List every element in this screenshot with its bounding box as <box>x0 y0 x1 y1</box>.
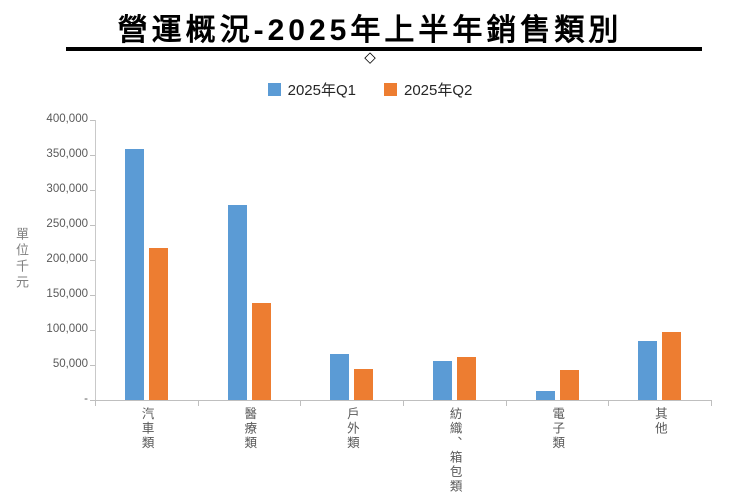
y-tick-label: 300,000 <box>46 183 88 195</box>
y-tick-label: 400,000 <box>46 113 88 125</box>
x-tick-mark <box>608 401 610 406</box>
category-label-text: 醫療類 <box>242 407 257 451</box>
legend-label: 2025年Q2 <box>404 82 473 99</box>
diamond-icon: ◇ <box>364 49 376 66</box>
chart-legend: 2025年Q1 2025年Q2 <box>0 79 740 100</box>
legend-item: 2025年Q2 <box>384 79 472 100</box>
bar-2025年Q2 <box>662 332 682 400</box>
x-tick-mark <box>300 401 302 406</box>
category-label: 醫療類 <box>198 407 301 499</box>
bar-2025年Q2 <box>148 248 168 400</box>
legend-item: 2025年Q1 <box>267 79 356 100</box>
bar-2025年Q1 <box>535 390 555 400</box>
category-label-text: 紡織、箱包類 <box>447 407 462 494</box>
category-label-text: 電子類 <box>550 407 565 451</box>
y-tick-label: 100,000 <box>46 323 88 335</box>
bar-2025年Q1 <box>330 353 350 400</box>
bar-2025年Q2 <box>251 302 271 400</box>
category-label-text: 汽車類 <box>139 407 154 451</box>
y-tick-mark <box>90 225 95 226</box>
y-tick-label: 150,000 <box>46 288 88 300</box>
y-tick-label: 250,000 <box>46 218 88 230</box>
y-tick-mark <box>90 190 95 191</box>
x-tick-mark <box>711 401 712 406</box>
y-tick-mark <box>90 120 95 121</box>
x-tick-mark <box>403 401 404 406</box>
legend-swatch <box>384 83 397 96</box>
category-label-text: 其他 <box>652 407 667 436</box>
y-tick-label: 50,000 <box>52 358 88 370</box>
category-label: 電子類 <box>506 407 609 499</box>
x-tick-mark <box>95 401 96 406</box>
y-tick-mark <box>90 295 95 296</box>
title-underline <box>66 47 702 51</box>
y-tick-label: - <box>84 393 88 405</box>
category-label: 戶外類 <box>300 407 403 499</box>
legend-label: 2025年Q1 <box>287 82 356 99</box>
bar-2025年Q2 <box>456 357 476 400</box>
category-label-text: 戶外類 <box>344 407 359 451</box>
y-tick-label: 350,000 <box>46 148 88 160</box>
x-tick-mark <box>505 401 507 406</box>
y-tick-label: 200,000 <box>46 253 88 265</box>
bar-2025年Q1 <box>124 149 144 400</box>
category-label: 汽車類 <box>95 407 198 499</box>
x-axis-labels: 汽車類 醫療類 戶外類 紡織、箱包類 電子類 其他 <box>95 407 711 499</box>
category-label: 其他 <box>608 407 711 499</box>
y-axis-unit-label: 單位千元 <box>14 227 29 291</box>
bar-2025年Q1 <box>638 340 658 400</box>
plot-area <box>95 120 711 400</box>
y-tick-mark <box>90 400 95 401</box>
bar-2025年Q1 <box>227 205 247 400</box>
category-label: 紡織、箱包類 <box>403 407 506 499</box>
y-axis-line <box>95 120 96 401</box>
x-tick-mark <box>197 401 199 406</box>
y-tick-mark <box>90 365 95 366</box>
bar-2025年Q1 <box>432 360 452 400</box>
page-title: 營運概況-2025年上半年銷售類別 <box>117 14 623 47</box>
y-tick-mark <box>90 260 95 261</box>
bar-2025年Q2 <box>559 369 579 400</box>
y-tick-mark <box>90 155 95 156</box>
x-axis-line <box>95 400 712 401</box>
y-tick-mark <box>90 330 95 331</box>
legend-swatch <box>267 83 281 96</box>
bar-2025年Q2 <box>354 369 374 400</box>
